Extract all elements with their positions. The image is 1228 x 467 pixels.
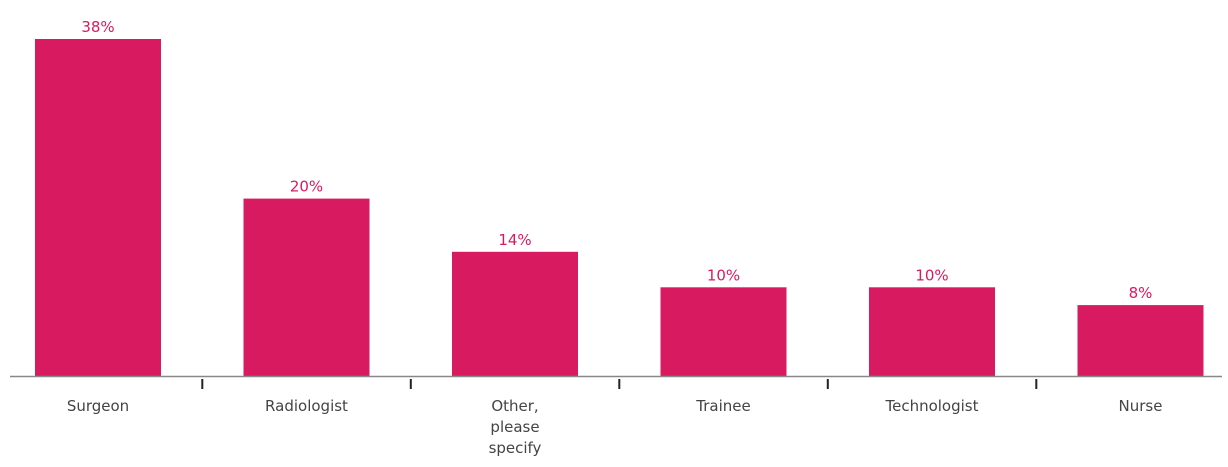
value-labels-group: 38% 20% 14% 10% 10% 8% bbox=[81, 18, 1152, 302]
category-label-line: Technologist bbox=[884, 397, 978, 415]
bars-group bbox=[35, 39, 1204, 376]
bar-value-label-4: 10% bbox=[915, 266, 948, 284]
bar-value-label-5: 8% bbox=[1129, 284, 1153, 302]
category-label-line: Surgeon bbox=[67, 397, 129, 415]
category-label-4: Technologist bbox=[884, 397, 978, 415]
category-label-line: Nurse bbox=[1119, 397, 1163, 415]
category-label-line: specify bbox=[489, 439, 542, 457]
bar-value-label-2: 14% bbox=[498, 231, 531, 249]
bar-value-label-0: 38% bbox=[81, 18, 114, 36]
category-label-line: Other, bbox=[491, 397, 538, 415]
bar-2 bbox=[452, 251, 578, 376]
bar-0 bbox=[35, 39, 161, 376]
category-label-line: Trainee bbox=[695, 397, 750, 415]
bar-value-label-1: 20% bbox=[290, 178, 323, 196]
x-axis-ticks bbox=[201, 379, 1038, 389]
bar-value-label-3: 10% bbox=[707, 266, 740, 284]
category-label-5: Nurse bbox=[1119, 397, 1163, 415]
category-labels-group: Surgeon Radiologist Other, please specify Tra… bbox=[67, 397, 1163, 457]
bar-4 bbox=[869, 287, 995, 376]
bar-1 bbox=[243, 198, 370, 376]
category-label-3: Trainee bbox=[695, 397, 750, 415]
category-label-0: Surgeon bbox=[67, 397, 129, 415]
category-label-1: Radiologist bbox=[265, 397, 348, 415]
bar-5 bbox=[1077, 305, 1204, 376]
category-label-line: please bbox=[490, 418, 539, 436]
bar-3 bbox=[660, 287, 787, 376]
category-label-2: Other, please specify bbox=[489, 397, 542, 457]
category-label-line: Radiologist bbox=[265, 397, 348, 415]
